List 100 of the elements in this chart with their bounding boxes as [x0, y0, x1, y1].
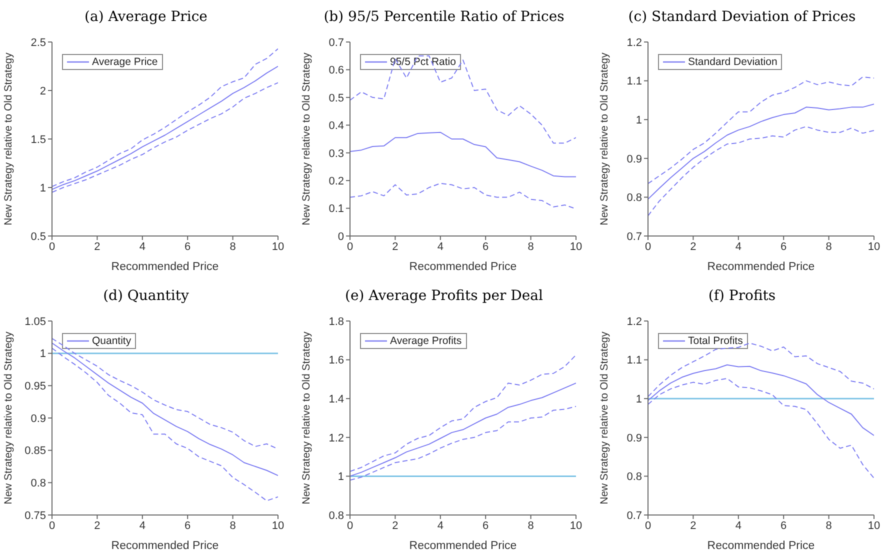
chart-title: (f) Profits: [707, 287, 777, 306]
y-tick-label: 0.7: [328, 36, 344, 49]
y-tick-label: 1.1: [626, 76, 642, 88]
y-tick-label: 0.3: [328, 148, 344, 160]
y-tick-label: 1.5: [30, 134, 46, 146]
y-tick-label: 0.95: [24, 380, 46, 393]
legend-label: Total Profits: [688, 335, 743, 347]
x-axis-title: Recommended Price: [707, 540, 815, 552]
y-axis-title: New Strategy relative to Old Strategy: [2, 330, 15, 504]
y-axis-title: New Strategy relative to Old Strategy: [598, 330, 611, 504]
line-series: [648, 104, 874, 200]
x-tick-label: 4: [437, 240, 444, 253]
x-tick-label: 8: [528, 520, 534, 532]
y-tick-label: 0.8: [30, 478, 46, 490]
y-tick-label: 0.9: [30, 412, 46, 425]
y-axis-title: New Strategy relative to Old Strategy: [2, 52, 15, 226]
y-tick-label: 1: [40, 182, 46, 194]
line-series: [648, 364, 874, 436]
x-tick-label: 10: [868, 240, 880, 253]
line-series: [350, 406, 576, 481]
line-series: [52, 348, 278, 502]
x-tick-label: 6: [780, 240, 787, 253]
y-tick-label: 0.7: [626, 510, 642, 522]
y-tick-label: 1.6: [328, 354, 344, 367]
x-tick-label: 4: [139, 240, 146, 253]
x-tick-label: 10: [570, 240, 582, 253]
y-tick-label: 0.8: [626, 192, 642, 204]
y-axis-title: New Strategy relative to Old Strategy: [598, 52, 611, 226]
chart-title: (b) 95/5 Percentile Ratio of Prices: [322, 8, 566, 27]
x-tick-label: 2: [392, 240, 398, 253]
x-tick-label: 10: [570, 520, 582, 532]
x-axis-title: Recommended Price: [409, 540, 517, 552]
line-series: [350, 182, 576, 210]
chart-title: (a) Average Price: [84, 8, 208, 27]
x-tick-label: 0: [346, 240, 354, 253]
y-tick-label: 0.6: [328, 64, 344, 77]
x-axis-title: Recommended Price: [707, 261, 815, 273]
x-tick-label: 8: [826, 520, 832, 532]
y-tick-label: 1.8: [328, 316, 344, 328]
line-series: [648, 126, 874, 216]
legend-label: Quantity: [92, 335, 132, 347]
x-axis-title: Recommended Price: [111, 261, 219, 273]
line-series: [350, 55, 576, 144]
y-tick-label: 1.2: [626, 316, 642, 328]
y-tick-label: 1.05: [24, 316, 46, 328]
x-tick-label: 2: [94, 520, 100, 532]
y-tick-label: 1: [338, 471, 344, 484]
y-tick-label: 0.7: [626, 230, 642, 243]
x-tick-label: 10: [272, 240, 284, 253]
x-tick-label: 2: [690, 240, 696, 253]
x-tick-label: 0: [48, 520, 56, 532]
x-tick-label: 8: [230, 240, 236, 253]
x-tick-label: 6: [482, 240, 489, 253]
y-tick-label: 0.1: [328, 203, 344, 216]
x-tick-label: 6: [184, 520, 191, 532]
y-tick-label: 1: [40, 348, 46, 360]
line-series: [350, 354, 576, 472]
y-tick-label: 1.2: [626, 36, 642, 49]
x-tick-label: 0: [346, 520, 354, 532]
legend-label: Average Price: [92, 56, 158, 68]
legend-label: Standard Deviation: [688, 56, 778, 68]
y-tick-label: 0.9: [626, 432, 642, 444]
y-tick-label: 0.75: [24, 510, 46, 522]
y-tick-label: 0.8: [328, 510, 344, 522]
x-axis-title: Recommended Price: [111, 540, 219, 552]
line-series: [648, 76, 874, 184]
y-tick-label: 1: [636, 114, 642, 127]
x-tick-label: 4: [735, 240, 742, 253]
x-tick-label: 10: [272, 520, 284, 532]
y-tick-label: 1.4: [328, 394, 344, 406]
y-tick-label: 1.1: [626, 354, 642, 367]
x-axis-title: Recommended Price: [409, 261, 517, 273]
x-tick-label: 8: [528, 240, 534, 253]
x-tick-label: 0: [644, 240, 652, 253]
chart-title: (c) Standard Deviation of Prices: [627, 8, 857, 27]
y-tick-label: 0.2: [328, 175, 344, 188]
x-tick-label: 0: [644, 520, 652, 532]
y-tick-label: 0.5: [328, 92, 344, 104]
y-tick-label: 0.9: [626, 153, 642, 166]
x-tick-label: 8: [826, 240, 832, 253]
x-tick-label: 6: [780, 520, 787, 532]
x-tick-label: 2: [392, 520, 398, 532]
y-tick-label: 0.8: [626, 471, 642, 484]
line-series: [648, 342, 874, 398]
x-tick-label: 2: [690, 520, 696, 532]
x-tick-label: 6: [184, 240, 191, 253]
chart-title: (e) Average Profits per Deal: [344, 287, 544, 306]
x-tick-label: 4: [139, 520, 146, 532]
x-tick-label: 0: [48, 240, 56, 253]
line-series: [52, 338, 278, 450]
y-tick-label: 0.5: [30, 230, 46, 243]
chart-title: (d) Quantity: [102, 287, 190, 306]
y-tick-label: 0.85: [24, 445, 46, 458]
legend-label: Average Profits: [390, 335, 462, 347]
y-tick-label: 2.5: [30, 36, 46, 49]
y-axis-title: New Strategy relative to Old Strategy: [300, 52, 313, 226]
x-tick-label: 10: [868, 520, 880, 532]
y-tick-label: 1.2: [328, 432, 344, 444]
line-series: [648, 378, 874, 479]
y-axis-title: New Strategy relative to Old Strategy: [300, 330, 313, 504]
